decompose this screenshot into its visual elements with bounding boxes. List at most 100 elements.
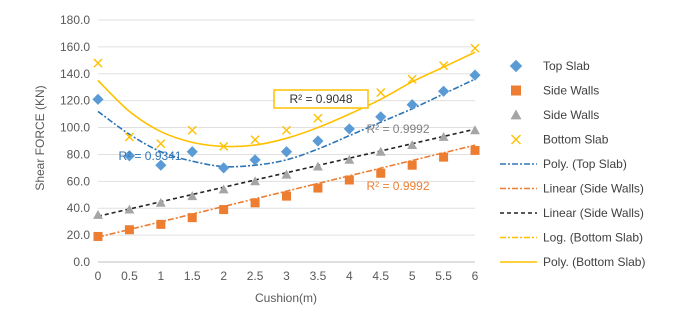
point-square-1: [93, 231, 103, 241]
point-triangle-2: [250, 176, 261, 186]
point-x-3: [376, 88, 386, 98]
point-diamond-0: [92, 93, 104, 105]
point-triangle-2: [187, 191, 198, 201]
point-square-1: [376, 168, 386, 178]
point-square-1: [156, 219, 166, 229]
point-diamond-0: [249, 154, 261, 166]
point-square-1: [470, 145, 480, 155]
y-tick-label: 180.0: [60, 13, 90, 27]
point-square-1: [407, 160, 417, 170]
x-tick-label: 2.5: [247, 269, 264, 283]
point-x-3: [439, 61, 449, 71]
point-diamond-0: [186, 146, 198, 158]
point-square-1: [219, 205, 229, 215]
legend: Top Slab Side Walls Side Walls Bottom Slab P…: [500, 59, 645, 269]
legend-label: Poly. (Top Slab): [543, 157, 627, 171]
y-tick-label: 80.0: [67, 147, 91, 161]
point-triangle-2: [124, 204, 135, 214]
legend-label: Bottom Slab: [543, 133, 609, 147]
point-triangle-2: [375, 146, 386, 156]
annotation-r-squared: R² = 0.9048: [289, 92, 352, 106]
legend-label: Side Walls: [543, 108, 599, 122]
point-diamond-0: [438, 85, 450, 97]
point-triangle-2: [438, 132, 449, 141]
x-tick-label: 5: [409, 269, 416, 283]
legend-label: Log. (Bottom Slab): [543, 231, 643, 245]
point-triangle-2: [312, 161, 323, 171]
point-square-1: [187, 213, 197, 223]
point-triangle-2: [344, 154, 355, 164]
point-x-3: [470, 43, 480, 53]
legend-label: Top Slab: [543, 59, 590, 73]
point-triangle-2: [218, 184, 229, 194]
point-x-3: [124, 132, 134, 142]
point-x-3: [219, 141, 229, 151]
point-diamond-0: [218, 162, 230, 174]
x-tick-label: 5.5: [435, 269, 452, 283]
point-diamond-0: [280, 146, 293, 158]
annotation-r-squared: R² = 0.9341: [118, 149, 181, 163]
axes: 0.0 20.0 40.0 60.0 80.0 100.0 120.0 140.0 160.0 1…: [60, 13, 479, 283]
point-x-3: [156, 139, 166, 149]
point-diamond-0: [375, 111, 387, 123]
x-tick-label: 1.5: [184, 269, 201, 283]
point-triangle-2: [93, 209, 103, 219]
annotation-r-squared: R² = 0.9992: [366, 179, 429, 193]
point-x-3: [93, 58, 103, 68]
point-diamond-0: [343, 123, 355, 135]
y-tick-label: 100.0: [60, 121, 90, 135]
legend-label: Side Walls: [543, 84, 599, 98]
point-square-1: [250, 198, 260, 208]
y-tick-label: 20.0: [67, 228, 91, 242]
legend-marker-square: [511, 85, 521, 96]
y-axis-title: Shear FORCE (KN): [33, 85, 47, 190]
point-triangle-2: [470, 125, 480, 135]
legend-label: Linear (Side Walls): [543, 206, 644, 220]
y-tick-label: 0.0: [73, 255, 90, 269]
point-square-1: [313, 183, 323, 193]
legend-marker-x: [511, 134, 521, 145]
annotations: R² = 0.9048 R² = 0.9341 R² = 0.9992 R² = 0.…: [118, 89, 430, 193]
data-points: [92, 43, 481, 241]
point-diamond-0: [123, 150, 135, 162]
annotation-r-squared: R² = 0.9992: [366, 122, 429, 136]
point-square-1: [439, 152, 449, 162]
x-tick-label: 0.5: [121, 269, 138, 283]
legend-label: Poly. (Bottom Slab): [543, 255, 645, 269]
y-tick-label: 160.0: [60, 40, 90, 54]
point-x-3: [407, 74, 417, 84]
point-x-3: [187, 125, 197, 135]
y-tick-label: 40.0: [67, 201, 91, 215]
x-tick-label: 2: [220, 269, 227, 283]
x-tick-label: 0: [95, 269, 102, 283]
legend-marker-triangle: [510, 109, 522, 120]
x-tick-label: 6: [472, 269, 479, 283]
x-tick-label: 4.5: [372, 269, 389, 283]
x-axis-title: Cushion(m): [255, 291, 317, 305]
y-tick-label: 140.0: [60, 67, 90, 81]
x-tick-label: 1: [157, 269, 164, 283]
point-diamond-0: [312, 135, 324, 147]
point-triangle-2: [155, 197, 166, 207]
point-square-1: [124, 225, 134, 235]
point-x-3: [313, 113, 323, 123]
point-triangle-2: [407, 140, 418, 149]
point-square-1: [344, 175, 354, 185]
x-tick-label: 3.5: [310, 269, 327, 283]
y-tick-label: 60.0: [67, 174, 91, 188]
point-x-3: [281, 125, 292, 135]
point-diamond-0: [406, 99, 418, 111]
annotation-box: [273, 89, 369, 109]
point-diamond-0: [469, 69, 481, 81]
point-diamond-0: [155, 159, 167, 171]
point-square-1: [282, 191, 291, 201]
legend-marker-diamond: [509, 59, 523, 73]
x-tick-label: 4: [346, 269, 353, 283]
x-tick-label: 3: [283, 269, 290, 283]
y-tick-label: 120.0: [60, 94, 90, 108]
trendline-poly-4: [97, 51, 476, 148]
legend-label: Linear (Side Walls): [543, 182, 644, 196]
